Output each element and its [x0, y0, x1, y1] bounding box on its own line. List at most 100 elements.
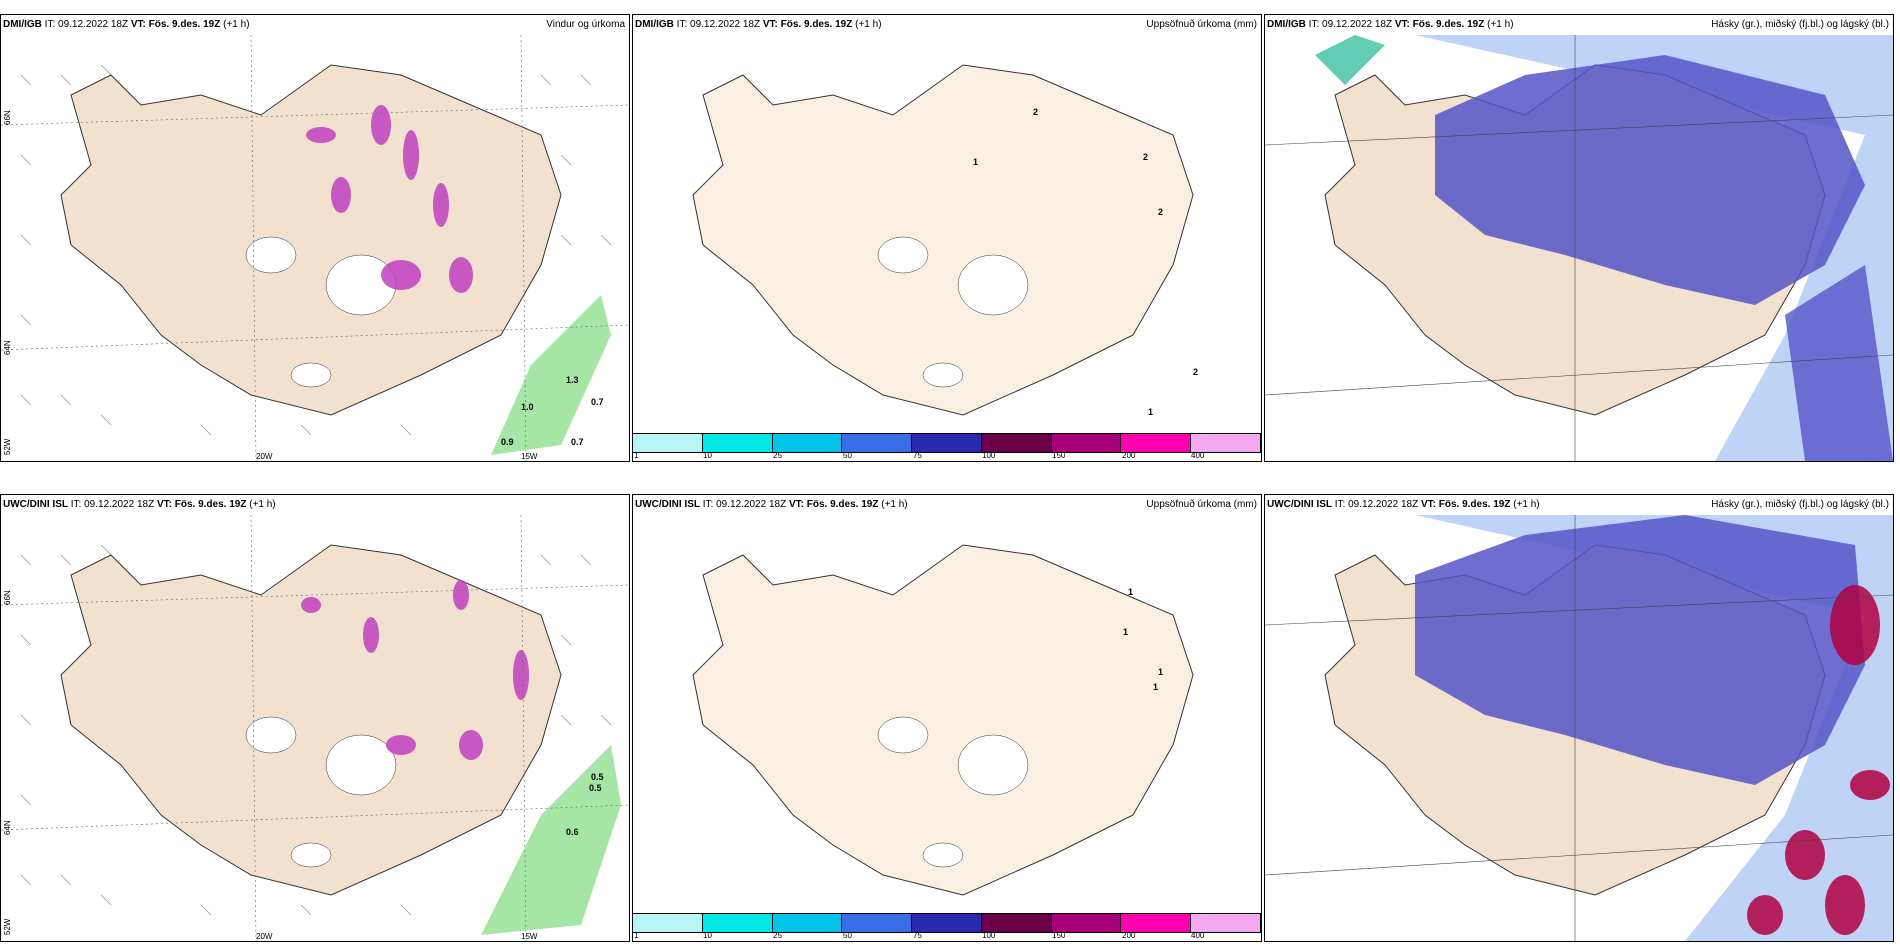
source-label: DMI/IGB — [3, 19, 42, 30]
it-label: IT: — [676, 19, 688, 30]
map-canvas: 0.5 0.5 0.6 — [1, 515, 629, 941]
panel-wind-precip-uwc: UWC/DINI ISL IT: 09.12.2022 18Z VT: Fös.… — [0, 494, 630, 942]
source-label: DMI/IGB — [1267, 19, 1306, 30]
legend-swatch — [772, 434, 843, 452]
legend-tick: 1 — [634, 451, 639, 460]
precip-value: 0.5 — [589, 783, 602, 793]
lat-label: 66N — [3, 110, 12, 125]
valid-time: Fös. 9.des. 19Z — [1412, 19, 1485, 30]
precip-value: 1 — [1123, 627, 1128, 637]
source-label: UWC/DINI ISL — [635, 499, 700, 510]
lon-label: 20W — [256, 932, 273, 941]
it-label: IT: — [702, 499, 714, 510]
vt-label: VT: — [1420, 499, 1436, 510]
legend-swatch — [1051, 914, 1122, 932]
precip-value: 1.3 — [566, 375, 579, 385]
it-label: IT: — [44, 19, 56, 30]
valid-time: Fös. 9.des. 19Z — [780, 19, 853, 30]
panel-header: UWC/DINI ISL IT: 09.12.2022 18Z VT: Fös.… — [1267, 499, 1540, 510]
precip-value: 1.0 — [521, 402, 534, 412]
init-time: 09.12.2022 18Z — [84, 499, 155, 510]
panel-wind-precip-dmi: DMI/IGB IT: 09.12.2022 18Z VT: Fös. 9.de… — [0, 14, 630, 462]
map-canvas — [1265, 35, 1893, 461]
precip-cells — [306, 105, 473, 293]
panel-title: Hásky (gr.), miðský (fj.bl.) og lágský (… — [1711, 19, 1889, 30]
map-canvas — [1265, 515, 1893, 941]
low-cloud-area — [1415, 515, 1865, 785]
panel-accum-precip-uwc: UWC/DINI ISL IT: 09.12.2022 18Z VT: Fös.… — [632, 494, 1262, 942]
lon-label: 20W — [256, 452, 273, 461]
legend-tick: 10 — [703, 931, 712, 940]
precip-value: 0.7 — [591, 397, 604, 407]
panel-title: Uppsöfnuð úrkoma (mm) — [1146, 499, 1257, 510]
lead-time: (+1 h) — [855, 19, 882, 30]
legend-swatch — [981, 434, 1052, 452]
vt-label: VT: — [156, 499, 172, 510]
legend-tick: 50 — [843, 451, 852, 460]
lat-label: 52W — [3, 918, 12, 935]
precip-value: 2 — [1033, 107, 1038, 117]
lead-time: (+1 h) — [1513, 499, 1540, 510]
precip-value: 2 — [1193, 367, 1198, 377]
legend-swatch — [842, 434, 913, 452]
panel-title: Uppsöfnuð úrkoma (mm) — [1146, 19, 1257, 30]
lead-time: (+1 h) — [1487, 19, 1514, 30]
iceland-landmass — [692, 544, 1194, 896]
legend-swatch — [912, 434, 982, 452]
legend-swatch — [702, 434, 773, 452]
legend-swatch — [633, 434, 703, 452]
wind-barbs — [20, 544, 612, 916]
legend-swatch — [842, 914, 913, 932]
low-cloud-area — [1435, 55, 1865, 305]
vt-label: VT: — [130, 19, 146, 30]
lat-label: 66N — [3, 590, 12, 605]
precip-value: 0.6 — [566, 827, 579, 837]
legend-tick: 100 — [982, 451, 996, 460]
precip-value: 1 — [1158, 667, 1163, 677]
map-canvas: 0.9 1.0 0.7 1.3 0.7 — [1, 35, 629, 461]
legend-tick: 100 — [982, 931, 996, 940]
panel-header: DMI/IGB IT: 09.12.2022 18Z VT: Fös. 9.de… — [1267, 19, 1514, 30]
precip-value: 1 — [1128, 587, 1133, 597]
precip-value: 0.5 — [591, 772, 604, 782]
legend-swatch — [1191, 914, 1261, 932]
iceland-landmass — [692, 64, 1194, 416]
lead-time: (+1 h) — [223, 19, 250, 30]
ocean-precip — [481, 745, 621, 935]
color-legend — [633, 433, 1261, 453]
lat-label: 64N — [3, 820, 12, 835]
legend-tick: 50 — [843, 931, 852, 940]
legend-tick: 25 — [773, 451, 782, 460]
lead-time: (+1 h) — [249, 499, 276, 510]
legend-swatch — [912, 914, 982, 932]
source-label: UWC/DINI ISL — [3, 499, 68, 510]
precip-value: 0.7 — [571, 437, 584, 447]
panel-clouds-uwc: UWC/DINI ISL IT: 09.12.2022 18Z VT: Fös.… — [1264, 494, 1894, 942]
legend-ticks: 1 10 25 50 75 100 150 200 400 — [633, 931, 1261, 941]
panel-title: Vindur og úrkoma — [546, 19, 625, 30]
legend-tick: 200 — [1122, 931, 1136, 940]
legend-tick: 75 — [913, 451, 922, 460]
legend-swatch — [1051, 434, 1122, 452]
iceland-landmass — [60, 64, 562, 416]
legend-tick: 400 — [1191, 931, 1205, 940]
lead-time: (+1 h) — [881, 499, 908, 510]
precip-value: 2 — [1158, 207, 1163, 217]
vt-label: VT: — [788, 499, 804, 510]
it-label: IT: — [1308, 19, 1320, 30]
init-time: 09.12.2022 18Z — [58, 19, 129, 30]
it-label: IT: — [1334, 499, 1346, 510]
map-canvas: 2 1 2 2 2 1 — [633, 35, 1261, 431]
init-time: 09.12.2022 18Z — [690, 19, 761, 30]
valid-time: Fös. 9.des. 19Z — [806, 499, 879, 510]
precip-value: 1 — [1148, 407, 1153, 417]
valid-time: Fös. 9.des. 19Z — [1438, 499, 1511, 510]
high-cloud-area — [1315, 35, 1385, 85]
legend-tick: 200 — [1122, 451, 1136, 460]
precip-value: 1 — [1153, 682, 1158, 692]
it-label: IT: — [70, 499, 82, 510]
wind-barbs — [20, 64, 612, 436]
precip-value: 0.9 — [501, 437, 514, 447]
legend-tick: 10 — [703, 451, 712, 460]
vt-label: VT: — [1394, 19, 1410, 30]
